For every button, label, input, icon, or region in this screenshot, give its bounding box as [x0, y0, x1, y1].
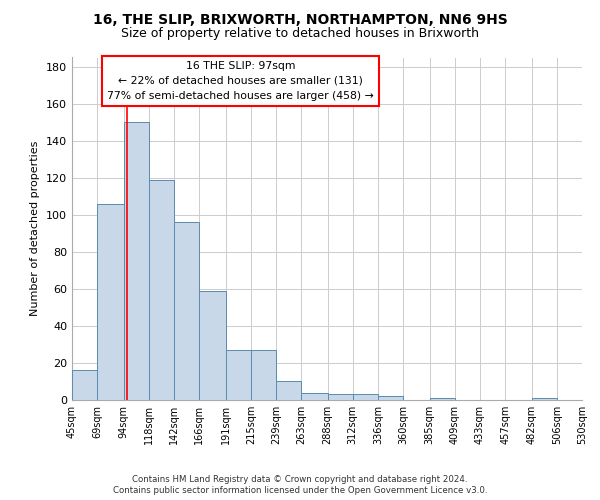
Bar: [72, 370, 97, 400]
Text: 16 THE SLIP: 97sqm
← 22% of detached houses are smaller (131)
77% of semi-detach: 16 THE SLIP: 97sqm ← 22% of detached hou…: [107, 61, 374, 100]
Bar: [174, 222, 199, 400]
Bar: [226, 350, 251, 400]
Bar: [149, 180, 174, 400]
Bar: [97, 204, 124, 400]
Bar: [328, 394, 353, 400]
Bar: [199, 291, 226, 400]
Text: 16, THE SLIP, BRIXWORTH, NORTHAMPTON, NN6 9HS: 16, THE SLIP, BRIXWORTH, NORTHAMPTON, NN…: [92, 12, 508, 26]
Text: Size of property relative to detached houses in Brixworth: Size of property relative to detached ho…: [121, 28, 479, 40]
Bar: [430, 398, 455, 400]
Bar: [353, 394, 378, 400]
Bar: [378, 396, 403, 400]
Bar: [276, 382, 301, 400]
Bar: [124, 122, 149, 400]
Text: Contains HM Land Registry data © Crown copyright and database right 2024.: Contains HM Land Registry data © Crown c…: [132, 475, 468, 484]
Bar: [251, 350, 276, 400]
Text: Contains public sector information licensed under the Open Government Licence v3: Contains public sector information licen…: [113, 486, 487, 495]
Y-axis label: Number of detached properties: Number of detached properties: [31, 141, 40, 316]
Bar: [532, 398, 557, 400]
Bar: [301, 392, 328, 400]
